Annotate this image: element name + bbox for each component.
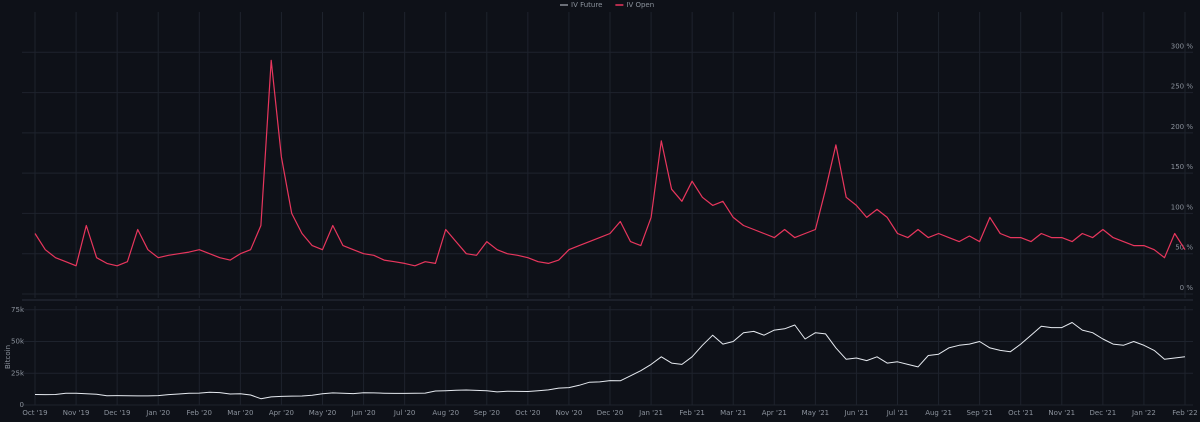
x-tick-label: Dec '20 (597, 409, 624, 417)
x-tick-label: Jan '21 (638, 409, 663, 417)
x-tick-label: Oct '21 (1008, 409, 1033, 417)
x-tick-label: Sep '20 (474, 409, 500, 417)
x-tick-label: Nov '19 (63, 409, 90, 417)
x-tick-label: Nov '21 (1048, 409, 1075, 417)
x-tick-label: May '20 (309, 409, 337, 417)
x-tick-label: Mar '21 (720, 409, 746, 417)
y-tick-label: 50k (11, 338, 25, 346)
y-tick-label: 25k (11, 369, 25, 377)
y-tick-label: 250 % (1171, 83, 1194, 91)
y-tick-label: 75k (11, 306, 25, 314)
x-tick-label: Jul '21 (886, 409, 909, 417)
legend-label: IV Future (571, 1, 602, 9)
x-tick-label: Oct '20 (515, 409, 540, 417)
x-tick-label: Jun '20 (351, 409, 376, 417)
x-tick-label: Aug '21 (925, 409, 952, 417)
x-tick-label: Jan '20 (145, 409, 170, 417)
y-tick-label: 200 % (1171, 123, 1194, 131)
x-tick-label: Apr '21 (762, 409, 787, 417)
legend-label: IV Open (626, 1, 654, 9)
x-tick-label: Feb '21 (679, 409, 704, 417)
y-tick-label: 100 % (1171, 203, 1194, 211)
x-tick-label: Mar '20 (227, 409, 253, 417)
x-tick-label: Jun '21 (843, 409, 868, 417)
y-tick-label: 0 (20, 401, 24, 409)
y-tick-label: 150 % (1171, 163, 1194, 171)
x-tick-label: Nov '20 (556, 409, 583, 417)
y-tick-label: 0 % (1180, 284, 1194, 292)
x-tick-label: Aug '20 (432, 409, 459, 417)
x-tick-label: Dec '21 (1090, 409, 1117, 417)
x-tick-label: Sep '21 (967, 409, 993, 417)
x-tick-label: May '21 (802, 409, 830, 417)
x-tick-label: Jul '20 (393, 409, 416, 417)
y-tick-label: 300 % (1171, 42, 1194, 50)
x-tick-label: Feb '22 (1172, 409, 1197, 417)
x-tick-label: Jan '22 (1131, 409, 1156, 417)
price-line (34, 322, 1186, 400)
y-axis-title: Bitcoin (4, 345, 12, 369)
x-tick-label: Dec '19 (104, 409, 131, 417)
iv-line (34, 59, 1186, 267)
x-tick-label: Feb '20 (187, 409, 212, 417)
x-tick-label: Oct '19 (22, 409, 47, 417)
x-tick-label: Apr '20 (269, 409, 294, 417)
